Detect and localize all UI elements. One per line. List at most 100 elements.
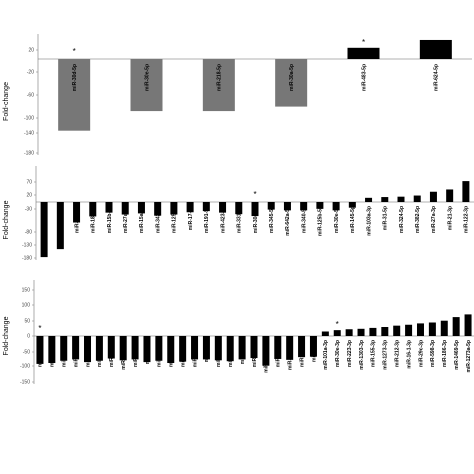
bar xyxy=(238,336,246,360)
bar xyxy=(137,202,145,214)
category-label: miR-96-5p xyxy=(145,340,151,364)
category-label: miR-140-3p xyxy=(97,340,103,367)
y-tick-label: 0 xyxy=(27,334,30,340)
bar xyxy=(275,59,308,107)
bar xyxy=(119,336,127,361)
bar xyxy=(345,329,353,336)
category-label: miR-101a-3p xyxy=(323,340,329,370)
category-label: miR-342-5p xyxy=(155,206,161,233)
bar xyxy=(95,336,103,361)
y-tick-label: 20 xyxy=(28,48,34,54)
category-label: miR-345-5p xyxy=(269,206,275,233)
category-label: miR-15b-5p xyxy=(107,206,113,233)
y-tick-label: -20 xyxy=(27,70,34,76)
y-tick-label: 20 xyxy=(26,193,32,199)
panel-bottom: 150 100 50 0 -50 -100 -150 Fold-change miR-92a-3… xyxy=(3,280,474,386)
bar xyxy=(170,202,178,215)
category-label: miR-32-3p xyxy=(240,340,246,364)
bar xyxy=(286,336,294,360)
category-label: miR-1255b-5p xyxy=(264,340,270,373)
bar xyxy=(357,328,365,336)
category-label: miR-1303-3p xyxy=(359,340,365,370)
category-label: miR-324-5p xyxy=(399,206,405,233)
category-label: miR-30c-5p xyxy=(157,340,163,367)
category-label: miR-331-3p xyxy=(237,206,243,233)
category-label: miR-144-3p xyxy=(62,340,68,367)
bar xyxy=(214,336,222,361)
category-label: miR-106b-5p xyxy=(42,206,48,236)
bar xyxy=(143,336,151,363)
category-label: miR-27a-5p xyxy=(123,206,129,233)
bar xyxy=(131,336,139,360)
category-label: miR-19b-3p xyxy=(73,340,79,367)
y-tick-label: 100 xyxy=(22,303,31,309)
significance-asterisk: * xyxy=(362,38,365,47)
bar xyxy=(348,202,356,208)
bar xyxy=(419,39,452,59)
category-label: miR-29a-3p xyxy=(299,340,305,367)
bar xyxy=(250,336,258,359)
bar xyxy=(73,202,81,223)
bar xyxy=(202,336,210,360)
category-label: miR-29b-3p xyxy=(252,340,258,367)
bar xyxy=(369,327,377,336)
bar xyxy=(40,202,48,258)
category-label: miR-30e-5p xyxy=(334,206,340,233)
bar xyxy=(321,331,329,336)
y-tick-label: -180 xyxy=(24,151,34,157)
category-label: miR-132-3p xyxy=(85,340,91,367)
bar xyxy=(121,202,129,215)
bar xyxy=(186,202,194,213)
category-label: miR-598-3p xyxy=(430,340,436,367)
y-axis-title: Fold-change xyxy=(3,200,10,239)
category-label: miR-423-5p xyxy=(220,206,226,233)
bar xyxy=(274,336,282,359)
bar xyxy=(440,320,448,336)
category-label: miR-642a-5p xyxy=(285,206,291,236)
category-label: miR-382-5p xyxy=(415,206,421,233)
category-label: miR-92a-3p xyxy=(38,340,44,367)
bar xyxy=(56,202,64,250)
bar xyxy=(309,336,317,357)
category-label: miR-212-3p xyxy=(395,340,401,367)
bar xyxy=(428,322,436,336)
bar xyxy=(105,202,113,213)
bar xyxy=(60,336,68,361)
category-label: miR-125b-5p xyxy=(318,206,324,236)
y-tick-label: -100 xyxy=(20,364,30,370)
category-label: miR-30d-5p xyxy=(72,64,78,91)
category-label: miR-1469-5p xyxy=(454,340,460,370)
category-label: miR-320a xyxy=(204,340,210,362)
category-label: miR-155-5p xyxy=(58,206,64,233)
bar xyxy=(429,191,437,202)
bar xyxy=(154,202,162,216)
bar xyxy=(155,336,163,361)
category-label: miR-454-3p xyxy=(228,340,234,367)
bar xyxy=(48,336,56,363)
category-label: miR-223-3p xyxy=(347,340,353,367)
bar xyxy=(84,336,92,363)
y-tick-label: -60 xyxy=(27,93,34,99)
bar xyxy=(58,59,91,131)
bar xyxy=(393,325,401,336)
y-tick-label: -50 xyxy=(23,350,30,356)
panel-middle: 70 20 -30 -80 -130 -180 Fold-change miR-106b-5p… xyxy=(3,166,474,262)
category-label: miR-17-5p xyxy=(188,206,194,230)
category-label: miR-301b-5p xyxy=(287,340,293,370)
bar xyxy=(332,202,340,211)
y-tick-label: -80 xyxy=(25,230,32,236)
panel-top: 20 -20 -60 -100 -140 -180 Fold-change miR-30d-5… xyxy=(3,34,472,157)
y-tick-label: -140 xyxy=(24,131,34,137)
bar xyxy=(347,47,380,59)
category-label: miR-29c-3p xyxy=(418,340,424,367)
category-label: miR-30e-5p xyxy=(144,64,150,91)
bar xyxy=(107,336,115,359)
y-tick-label: -130 xyxy=(22,243,32,249)
category-label: miR-30e-3p xyxy=(335,340,341,367)
category-label: miR-483-5p xyxy=(361,64,367,91)
category-label: miR-378a-3p xyxy=(121,340,127,370)
bar xyxy=(36,336,44,364)
category-label: miR-31-5p xyxy=(383,206,389,230)
category-label: miR-155-3p xyxy=(371,340,377,367)
category-label: miR-624-5p xyxy=(434,64,440,91)
